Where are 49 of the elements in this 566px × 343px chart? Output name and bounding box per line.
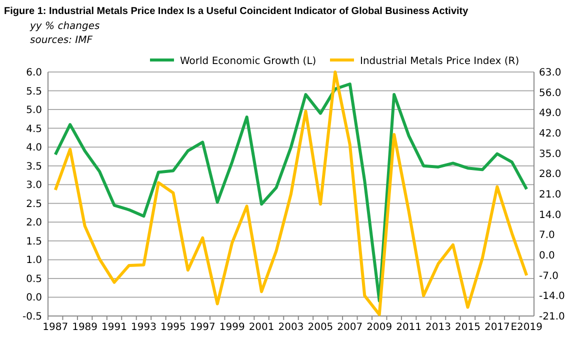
y2-tick-label: 14.0 (539, 210, 562, 221)
y-tick-label: 4.0 (26, 142, 42, 154)
y2-tick-label: 21.0 (539, 190, 562, 200)
x-tick-label: 1987 (42, 322, 68, 333)
y2-tick-label: 0.0 (539, 250, 555, 262)
y2-tick-label: -14.0 (539, 291, 565, 302)
chart-subtitle: yy % changes (29, 21, 100, 32)
y2-tick-label: 28.0 (539, 169, 562, 180)
x-tick-label: 2001 (248, 322, 274, 333)
x-tick-label: 2015 (455, 322, 480, 333)
y-tick-label: 4.5 (26, 124, 42, 135)
y2-tick-label: 56.0 (539, 88, 562, 99)
x-tick-label: 1995 (160, 322, 186, 333)
y-tick-label: 1.0 (26, 255, 42, 266)
y-tick-label: -0.5 (22, 312, 42, 322)
x-tick-label: 2017 (484, 322, 510, 333)
y-tick-label: 3.0 (26, 180, 42, 192)
chart-title: Figure 1: Industrial Metals Price Index Is a Useful Coincident Indicator of Global Business Activity (4, 6, 469, 17)
y-tick-label: 0.0 (26, 292, 42, 304)
x-tick-label: 2013 (426, 322, 451, 333)
y-tick-label: 6.0 (26, 68, 42, 78)
x-tick-label: 1989 (72, 322, 98, 333)
y2-tick-label: 7.0 (539, 230, 555, 242)
y2-tick-label: -7.0 (539, 270, 559, 282)
legend-label: World Economic Growth (L) (180, 56, 316, 67)
legend-label: Industrial Metals Price Index (R) (360, 56, 520, 67)
y-tick-label: 3.5 (26, 161, 42, 172)
y-tick-label: 2.5 (26, 198, 42, 210)
x-tick-label: 1999 (219, 322, 245, 333)
x-tick-label: 2011 (396, 322, 422, 333)
x-tick-label: 2003 (278, 322, 304, 333)
x-tick-label: 2007 (337, 322, 363, 333)
y2-tick-label: 35.0 (539, 148, 562, 160)
y-tick-label: 0.5 (26, 274, 42, 285)
y-tick-label: 5.5 (26, 86, 42, 98)
y2-tick-label: 42.0 (539, 128, 562, 140)
x-tick-label: 1997 (190, 322, 216, 333)
x-tick-label: 1993 (131, 322, 156, 333)
y-tick-label: 1.5 (26, 236, 42, 248)
y-tick-label: 2.0 (26, 218, 42, 229)
y2-tick-label: 63.0 (539, 68, 562, 78)
source-note: sources: IMF (30, 35, 93, 46)
x-tick-label: E2019 (510, 322, 543, 333)
x-tick-label: 2009 (366, 322, 392, 333)
y2-tick-label: -21.0 (539, 312, 565, 322)
y-tick-label: 5.0 (26, 105, 42, 116)
y2-tick-label: 49.0 (539, 108, 562, 120)
x-tick-label: 2005 (308, 322, 334, 333)
x-tick-label: 1991 (102, 322, 127, 333)
